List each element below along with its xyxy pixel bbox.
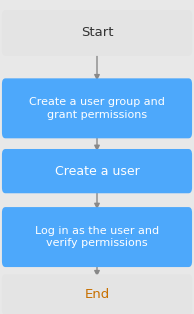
Text: Start: Start (81, 26, 113, 40)
Text: Create a user group and
grant permissions: Create a user group and grant permission… (29, 97, 165, 120)
FancyBboxPatch shape (2, 78, 192, 138)
FancyBboxPatch shape (2, 149, 192, 193)
Text: Log in as the user and
verify permissions: Log in as the user and verify permission… (35, 226, 159, 248)
FancyBboxPatch shape (2, 10, 192, 56)
Text: End: End (84, 288, 110, 301)
FancyBboxPatch shape (2, 207, 192, 267)
FancyBboxPatch shape (2, 274, 192, 314)
Text: Create a user: Create a user (55, 165, 139, 178)
